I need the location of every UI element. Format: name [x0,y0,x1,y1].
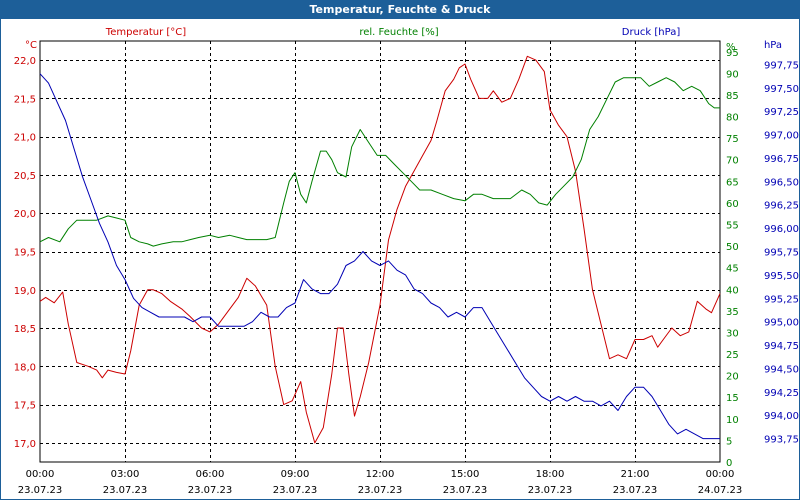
x-tick-time-label: 15:00 [451,469,480,480]
x-tick-time-label: 06:00 [196,469,225,480]
pressure-axis-label: Druck [hPa] [622,27,681,38]
x-tick-time-label: 00:00 [706,469,735,480]
temperature-axis-label: Temperatur [°C] [105,27,186,38]
pressure-tick-label: 996,75 [764,154,799,165]
humidity-line [39,77,720,247]
temperature-tick-label: 17,5 [14,401,36,412]
humidity-axis-label: rel. Feuchte [%] [359,27,438,38]
pressure-tick-label: 996,25 [764,201,799,212]
humidity-tick-label: 75 [726,134,739,145]
humidity-tick-label: 55 [726,221,739,232]
humidity-tick-label: 65 [726,177,739,188]
x-tick-time-label: 12:00 [366,469,395,480]
temperature-tick-label: 21,5 [14,94,36,105]
pressure-tick-label: 995,50 [764,271,799,282]
pressure-tick-label: 994,75 [764,341,799,352]
humidity-tick-label: 85 [726,91,739,102]
pressure-tick-label: 995,00 [764,318,799,329]
pressure-tick-label: 997,50 [764,84,799,95]
pressure-line [39,73,720,440]
pressure-unit-label: hPa [764,40,782,51]
humidity-tick-label: 95 [726,48,739,59]
pressure-tick-label: 995,75 [764,248,799,259]
humidity-tick-label: 60 [726,199,739,210]
temperature-tick-label: 20,5 [14,171,36,182]
pressure-tick-label: 994,00 [764,411,799,422]
x-tick-time-label: 21:00 [621,469,650,480]
pressure-tick-label: 994,50 [764,364,799,375]
x-tick-date-label: 23.07.23 [18,485,63,496]
x-tick-date-label: 23.07.23 [528,485,573,496]
x-tick-date-label: 23.07.23 [273,485,318,496]
humidity-tick-label: 25 [726,350,739,361]
temperature-tick-label: 19,5 [14,248,36,259]
x-tick-date-label: 24.07.23 [698,485,743,496]
humidity-tick-label: 90 [726,69,739,80]
humidity-tick-label: 80 [726,113,739,124]
humidity-tick-label: % [726,42,736,53]
temperature-tick-label: 21,0 [14,133,36,144]
humidity-tick-label: 45 [726,264,739,275]
pressure-tick-label: 996,00 [764,224,799,235]
temperature-tick-label: 18,0 [14,362,36,373]
temperature-tick-label: 22,0 [14,56,36,67]
temperature-tick-label: 20,0 [14,209,36,220]
humidity-tick-label: 30 [726,328,739,339]
pressure-tick-label: 993,75 [764,435,799,446]
x-tick-time-label: 09:00 [281,469,310,480]
temperature-tick-label: 19,0 [14,286,36,297]
window-title: Temperatur, Feuchte & Druck [1,1,799,19]
x-tick-date-label: 23.07.23 [358,485,403,496]
temperature-tick-label: 17,0 [14,439,36,450]
x-tick-date-label: 23.07.23 [103,485,148,496]
pressure-tick-label: 997,25 [764,107,799,118]
humidity-tick-label: 40 [726,285,739,296]
x-tick-date-label: 23.07.23 [188,485,233,496]
temperature-unit-label: °C [25,40,37,51]
humidity-tick-label: 70 [726,156,739,167]
x-tick-time-label: 00:00 [26,469,55,480]
humidity-tick-label: 5 [726,436,732,447]
humidity-tick-label: 50 [726,242,739,253]
humidity-tick-label: 20 [726,372,739,383]
pressure-tick-label: 997,75 [764,60,799,71]
x-tick-time-label: 03:00 [111,469,140,480]
pressure-tick-label: 995,25 [764,294,799,305]
temperature-tick-label: 18,5 [14,324,36,335]
humidity-tick-label: 15 [726,393,739,404]
humidity-tick-label: 35 [726,307,739,318]
x-tick-date-label: 23.07.23 [613,485,658,496]
temperature-line [39,55,721,444]
humidity-tick-label: 10 [726,415,739,426]
humidity-tick-label: 0 [726,458,732,469]
pressure-tick-label: 994,25 [764,388,799,399]
pressure-tick-label: 997,00 [764,131,799,142]
x-tick-date-label: 23.07.23 [443,485,488,496]
pressure-tick-label: 996,50 [764,177,799,188]
plot-area [39,40,721,463]
x-tick-time-label: 18:00 [536,469,565,480]
